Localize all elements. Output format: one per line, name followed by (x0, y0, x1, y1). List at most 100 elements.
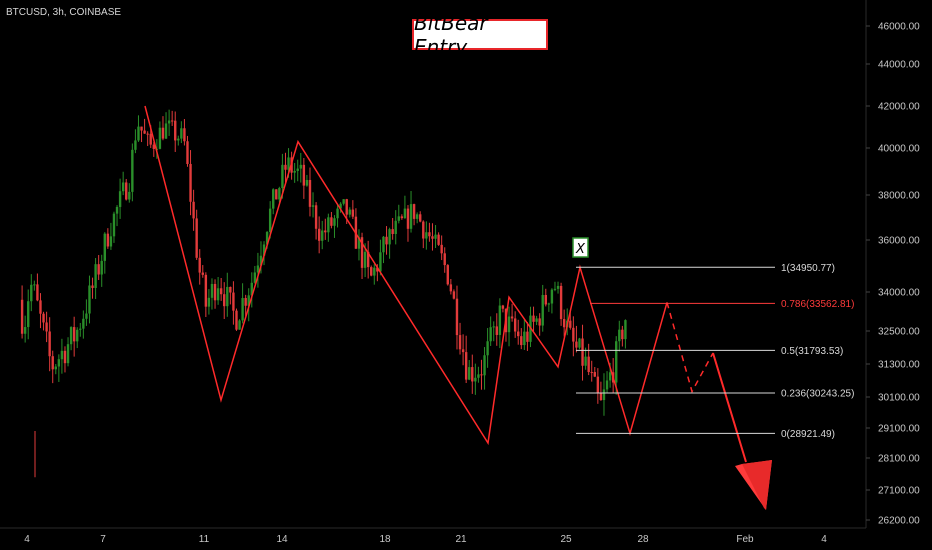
candle-body (183, 128, 186, 142)
candle-body (27, 301, 30, 328)
candle-body (189, 163, 192, 202)
candle-body (449, 284, 453, 292)
candle-body (174, 120, 177, 141)
candle-body (345, 199, 348, 215)
candle-body (121, 182, 125, 192)
candle-body (400, 216, 404, 219)
candle-body (422, 221, 425, 239)
price-axis[interactable]: 46000.00 44000.00 42000.00 40000.00 38000.00… (866, 22, 920, 527)
candle-body (434, 234, 437, 239)
candle-body (137, 126, 140, 141)
candle-body (605, 380, 609, 390)
candle-body (339, 203, 342, 209)
candle-body (143, 130, 146, 134)
time-tick-label: 11 (199, 534, 210, 545)
candle-body (210, 283, 214, 298)
candle-body (559, 285, 563, 320)
candle-body (265, 232, 269, 245)
candle-body (464, 352, 468, 380)
candle-body (305, 179, 309, 186)
candle-body (140, 126, 143, 131)
candle-body (587, 356, 590, 373)
candle-body (262, 244, 266, 256)
candle-body (186, 141, 189, 164)
candle-body (241, 298, 244, 321)
candle-body (489, 327, 492, 342)
candle-body (216, 288, 220, 301)
candle-body (284, 164, 287, 170)
candle-body (45, 322, 48, 332)
candle-body (446, 265, 449, 285)
candle-body (575, 341, 578, 348)
candle-body (550, 289, 554, 304)
candle-body (388, 229, 391, 245)
fib-level-label: 1(34950.77) (781, 263, 835, 274)
candle-body (308, 179, 312, 207)
time-tick-label: 7 (100, 534, 106, 545)
candle-body (146, 133, 149, 135)
candle-body (621, 329, 624, 340)
candle-body (287, 157, 290, 170)
candle-body (51, 356, 54, 370)
candle-body (336, 208, 339, 219)
candle-body (164, 123, 168, 139)
candle-body (406, 208, 410, 229)
time-axis[interactable]: 4 7 11 14 18 21 25 28 Feb 4 (24, 534, 827, 545)
candle-body (112, 213, 116, 237)
candle-body (394, 220, 397, 234)
candle-body (213, 283, 217, 301)
projected-drop-line (712, 352, 747, 463)
candle-body (293, 170, 296, 173)
candle-body (507, 316, 511, 333)
candle-body (431, 236, 434, 239)
candle-body (250, 282, 253, 296)
candle-body (30, 284, 33, 302)
candle-body (584, 356, 587, 366)
candle-body (275, 189, 278, 200)
candle-body (97, 264, 100, 275)
candle-body (397, 216, 400, 221)
candle-body (513, 318, 517, 332)
time-tick-label: 25 (560, 534, 572, 545)
candle-body (85, 313, 88, 319)
candle-body (152, 144, 155, 149)
candle-body (207, 297, 211, 307)
candle-body (268, 208, 272, 233)
candle-body (170, 120, 174, 122)
price-tick-label: 31300.00 (878, 360, 920, 371)
candle-body (57, 359, 61, 367)
candle-body (195, 218, 198, 258)
candle-body (535, 318, 538, 322)
harmonic-zigzag (144, 105, 668, 446)
candle-body (455, 298, 459, 336)
candle-body (232, 292, 235, 311)
pattern-lines (144, 105, 747, 463)
fib-level-label: 0(28921.49) (781, 429, 835, 440)
candle-body (247, 295, 250, 306)
price-tick-label: 26200.00 (878, 516, 920, 527)
candle-body (333, 218, 336, 226)
candle-body (259, 255, 263, 266)
candle-body (593, 372, 596, 377)
candle-body (192, 201, 195, 219)
candle-body (299, 164, 302, 169)
candle-body (327, 217, 330, 233)
candle-body (167, 120, 171, 124)
candle-body (134, 140, 137, 150)
candle-body (541, 294, 544, 326)
candle-body (443, 253, 446, 266)
candle-body (253, 272, 257, 283)
candle-body (201, 272, 204, 275)
candle-body (523, 331, 526, 346)
candle-body (366, 251, 370, 268)
candle-body (324, 230, 327, 233)
fib-level-label: 0.236(30243.25) (781, 389, 854, 400)
candle-body (510, 316, 514, 319)
time-tick-label: 28 (637, 534, 649, 545)
price-tick-label: 40000.00 (878, 144, 920, 155)
candle-body (91, 285, 94, 288)
candle-body (351, 209, 355, 217)
price-tick-label: 46000.00 (878, 22, 920, 33)
candle-body (131, 149, 134, 192)
